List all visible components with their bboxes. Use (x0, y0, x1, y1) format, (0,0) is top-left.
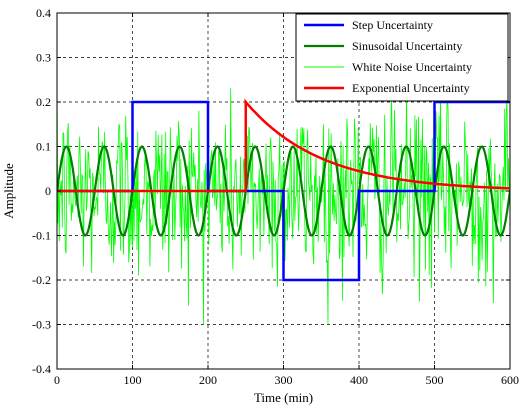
x-tick-label: 400 (350, 373, 368, 387)
x-tick-label: 100 (124, 373, 142, 387)
x-tick-label: 200 (199, 373, 217, 387)
x-axis-label: Time (min) (254, 390, 313, 405)
x-tick-label: 600 (501, 373, 519, 387)
step-series-line (57, 100, 510, 282)
y-tick-label: -0.2 (32, 273, 51, 287)
y-tick-label: 0.2 (36, 95, 51, 109)
grid (57, 13, 510, 369)
y-tick-label: 0.3 (36, 51, 51, 65)
x-tick-label: 0 (54, 373, 60, 387)
legend-label: Step Uncertainty (352, 18, 433, 32)
y-tick-label: 0.4 (36, 6, 51, 20)
legend-label: White Noise Uncertainty (352, 60, 472, 74)
plot-area (57, 67, 510, 325)
legend-box (295, 13, 509, 102)
legend: Step Uncertainty Sinusoidal Uncertainty Wh… (295, 13, 509, 102)
ticks: 0 100 200 300 400 500 600 -0.4 -0.3 -0.2 -0.1 0 0.1 0… (32, 6, 519, 387)
exponential-series-line (57, 98, 510, 193)
legend-label: Exponential Uncertainty (352, 81, 470, 95)
legend-label: Sinusoidal Uncertainty (352, 39, 462, 53)
y-tick-label: -0.3 (32, 318, 51, 332)
y-tick-label: 0.1 (36, 140, 51, 154)
y-tick-label: -0.4 (32, 362, 51, 376)
y-tick-label: 0 (45, 184, 51, 198)
y-axis-label: Amplitude (1, 163, 16, 219)
white-noise-series-line (57, 67, 510, 325)
x-tick-label: 500 (426, 373, 444, 387)
x-tick-label: 300 (275, 373, 293, 387)
y-tick-label: -0.1 (32, 229, 51, 243)
